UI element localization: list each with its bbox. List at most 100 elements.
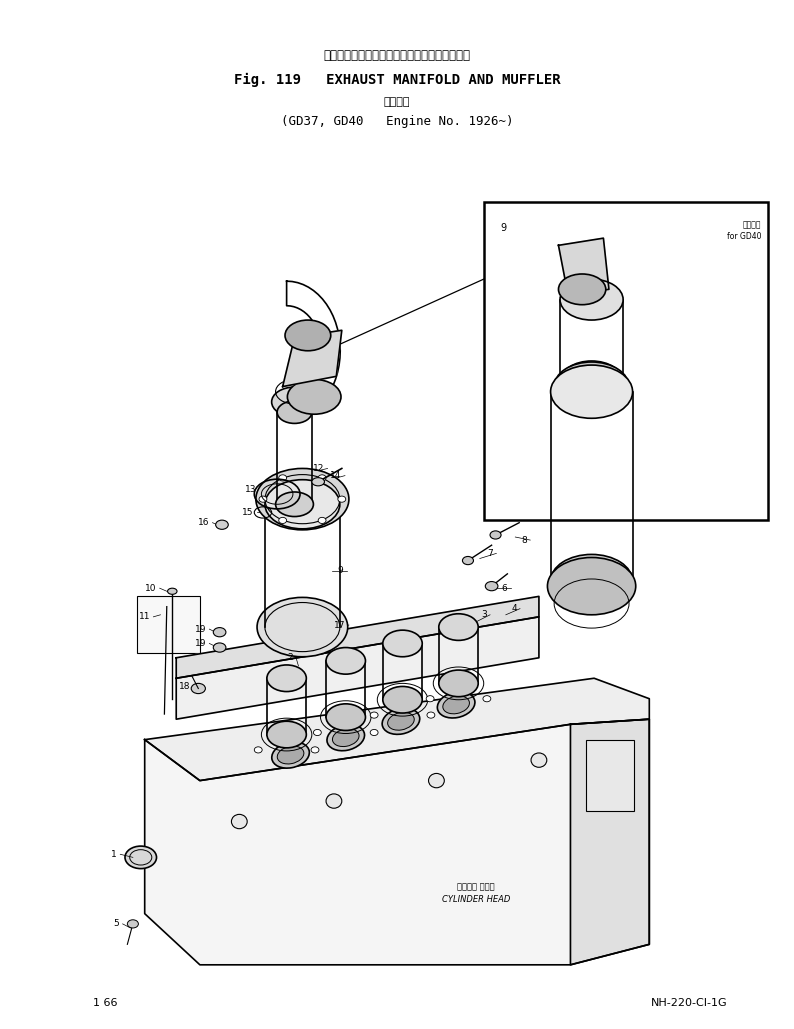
Ellipse shape: [311, 747, 319, 753]
Ellipse shape: [276, 492, 314, 517]
Ellipse shape: [285, 320, 331, 351]
Ellipse shape: [265, 480, 340, 529]
Bar: [137, 597, 200, 652]
Text: 1: 1: [111, 850, 117, 859]
Polygon shape: [176, 597, 539, 678]
Ellipse shape: [547, 558, 636, 614]
Polygon shape: [287, 281, 341, 407]
Ellipse shape: [168, 589, 177, 595]
Ellipse shape: [256, 468, 349, 530]
Text: 5: 5: [114, 919, 119, 928]
Text: (GD37, GD40   Engine No. 1926~): (GD37, GD40 Engine No. 1926~): [281, 115, 513, 128]
Ellipse shape: [326, 647, 365, 674]
Ellipse shape: [326, 704, 365, 731]
Ellipse shape: [314, 730, 322, 736]
Ellipse shape: [383, 630, 422, 657]
Polygon shape: [558, 238, 609, 294]
Polygon shape: [145, 678, 649, 781]
Text: 2: 2: [287, 653, 293, 663]
Text: 13: 13: [245, 486, 256, 495]
Text: Fig. 119   EXHAUST MANIFOLD AND MUFFLER: Fig. 119 EXHAUST MANIFOLD AND MUFFLER: [233, 72, 561, 86]
Text: 1 66: 1 66: [93, 998, 118, 1007]
Text: 12: 12: [313, 464, 325, 473]
Text: 16: 16: [198, 519, 210, 527]
Text: 9: 9: [337, 566, 343, 575]
Text: 4: 4: [511, 604, 517, 613]
Ellipse shape: [257, 598, 348, 657]
Ellipse shape: [272, 387, 318, 417]
Ellipse shape: [427, 712, 435, 718]
Ellipse shape: [560, 361, 623, 402]
Ellipse shape: [429, 774, 445, 788]
Text: 18: 18: [179, 682, 191, 690]
Text: 11: 11: [139, 612, 150, 622]
Text: 7: 7: [488, 548, 493, 558]
Ellipse shape: [333, 729, 359, 747]
Text: 14: 14: [330, 471, 341, 481]
Polygon shape: [176, 616, 539, 719]
Text: 19: 19: [195, 625, 206, 634]
Ellipse shape: [443, 696, 469, 714]
Ellipse shape: [338, 496, 345, 502]
Ellipse shape: [490, 531, 501, 539]
Ellipse shape: [485, 581, 498, 591]
Ellipse shape: [277, 401, 312, 423]
Text: 適用号機: 適用号機: [384, 97, 410, 107]
Ellipse shape: [318, 474, 326, 481]
Ellipse shape: [462, 557, 473, 565]
Ellipse shape: [312, 477, 325, 486]
Ellipse shape: [439, 670, 478, 697]
Ellipse shape: [277, 746, 304, 764]
Ellipse shape: [426, 696, 434, 702]
Ellipse shape: [370, 712, 378, 718]
Text: 3: 3: [481, 610, 487, 619]
Ellipse shape: [259, 496, 267, 502]
Ellipse shape: [267, 721, 306, 748]
Ellipse shape: [560, 279, 623, 320]
Ellipse shape: [214, 643, 226, 652]
Ellipse shape: [125, 846, 156, 868]
Ellipse shape: [558, 274, 606, 305]
Text: 17: 17: [334, 620, 345, 630]
Ellipse shape: [279, 474, 287, 481]
Polygon shape: [283, 330, 341, 387]
Ellipse shape: [287, 380, 341, 415]
Ellipse shape: [437, 691, 475, 718]
Bar: [586, 740, 634, 811]
Text: 10: 10: [145, 583, 156, 593]
Text: NH-220-CI-1G: NH-220-CI-1G: [650, 998, 727, 1007]
Ellipse shape: [550, 555, 633, 608]
Ellipse shape: [272, 742, 310, 768]
Ellipse shape: [191, 683, 206, 694]
Ellipse shape: [267, 665, 306, 691]
Ellipse shape: [387, 712, 414, 731]
Ellipse shape: [327, 724, 364, 751]
Ellipse shape: [231, 814, 247, 828]
Ellipse shape: [318, 518, 326, 524]
Ellipse shape: [439, 613, 478, 640]
Text: シリンダ ヘッド
CYLINDER HEAD: シリンダ ヘッド CYLINDER HEAD: [441, 883, 510, 903]
Ellipse shape: [214, 628, 226, 637]
Ellipse shape: [531, 753, 547, 768]
Bar: [484, 203, 768, 520]
Text: 6: 6: [502, 583, 507, 593]
Ellipse shape: [370, 730, 378, 736]
Ellipse shape: [550, 365, 633, 419]
Ellipse shape: [382, 708, 420, 735]
Ellipse shape: [127, 920, 138, 928]
Ellipse shape: [326, 794, 341, 808]
Polygon shape: [145, 719, 649, 965]
Ellipse shape: [279, 518, 287, 524]
Text: 8: 8: [522, 535, 527, 544]
Ellipse shape: [383, 686, 422, 713]
Text: 適用号機
for GD40: 適用号機 for GD40: [727, 221, 761, 241]
Polygon shape: [570, 719, 649, 965]
Text: エキゾースト　マニホールド　および　マフラ: エキゾースト マニホールド および マフラ: [323, 49, 471, 63]
Ellipse shape: [483, 696, 491, 702]
Ellipse shape: [554, 362, 629, 412]
Ellipse shape: [254, 747, 262, 753]
Text: 19: 19: [195, 639, 206, 648]
Ellipse shape: [216, 520, 228, 529]
Text: 15: 15: [242, 508, 253, 517]
Text: 9: 9: [500, 223, 507, 233]
